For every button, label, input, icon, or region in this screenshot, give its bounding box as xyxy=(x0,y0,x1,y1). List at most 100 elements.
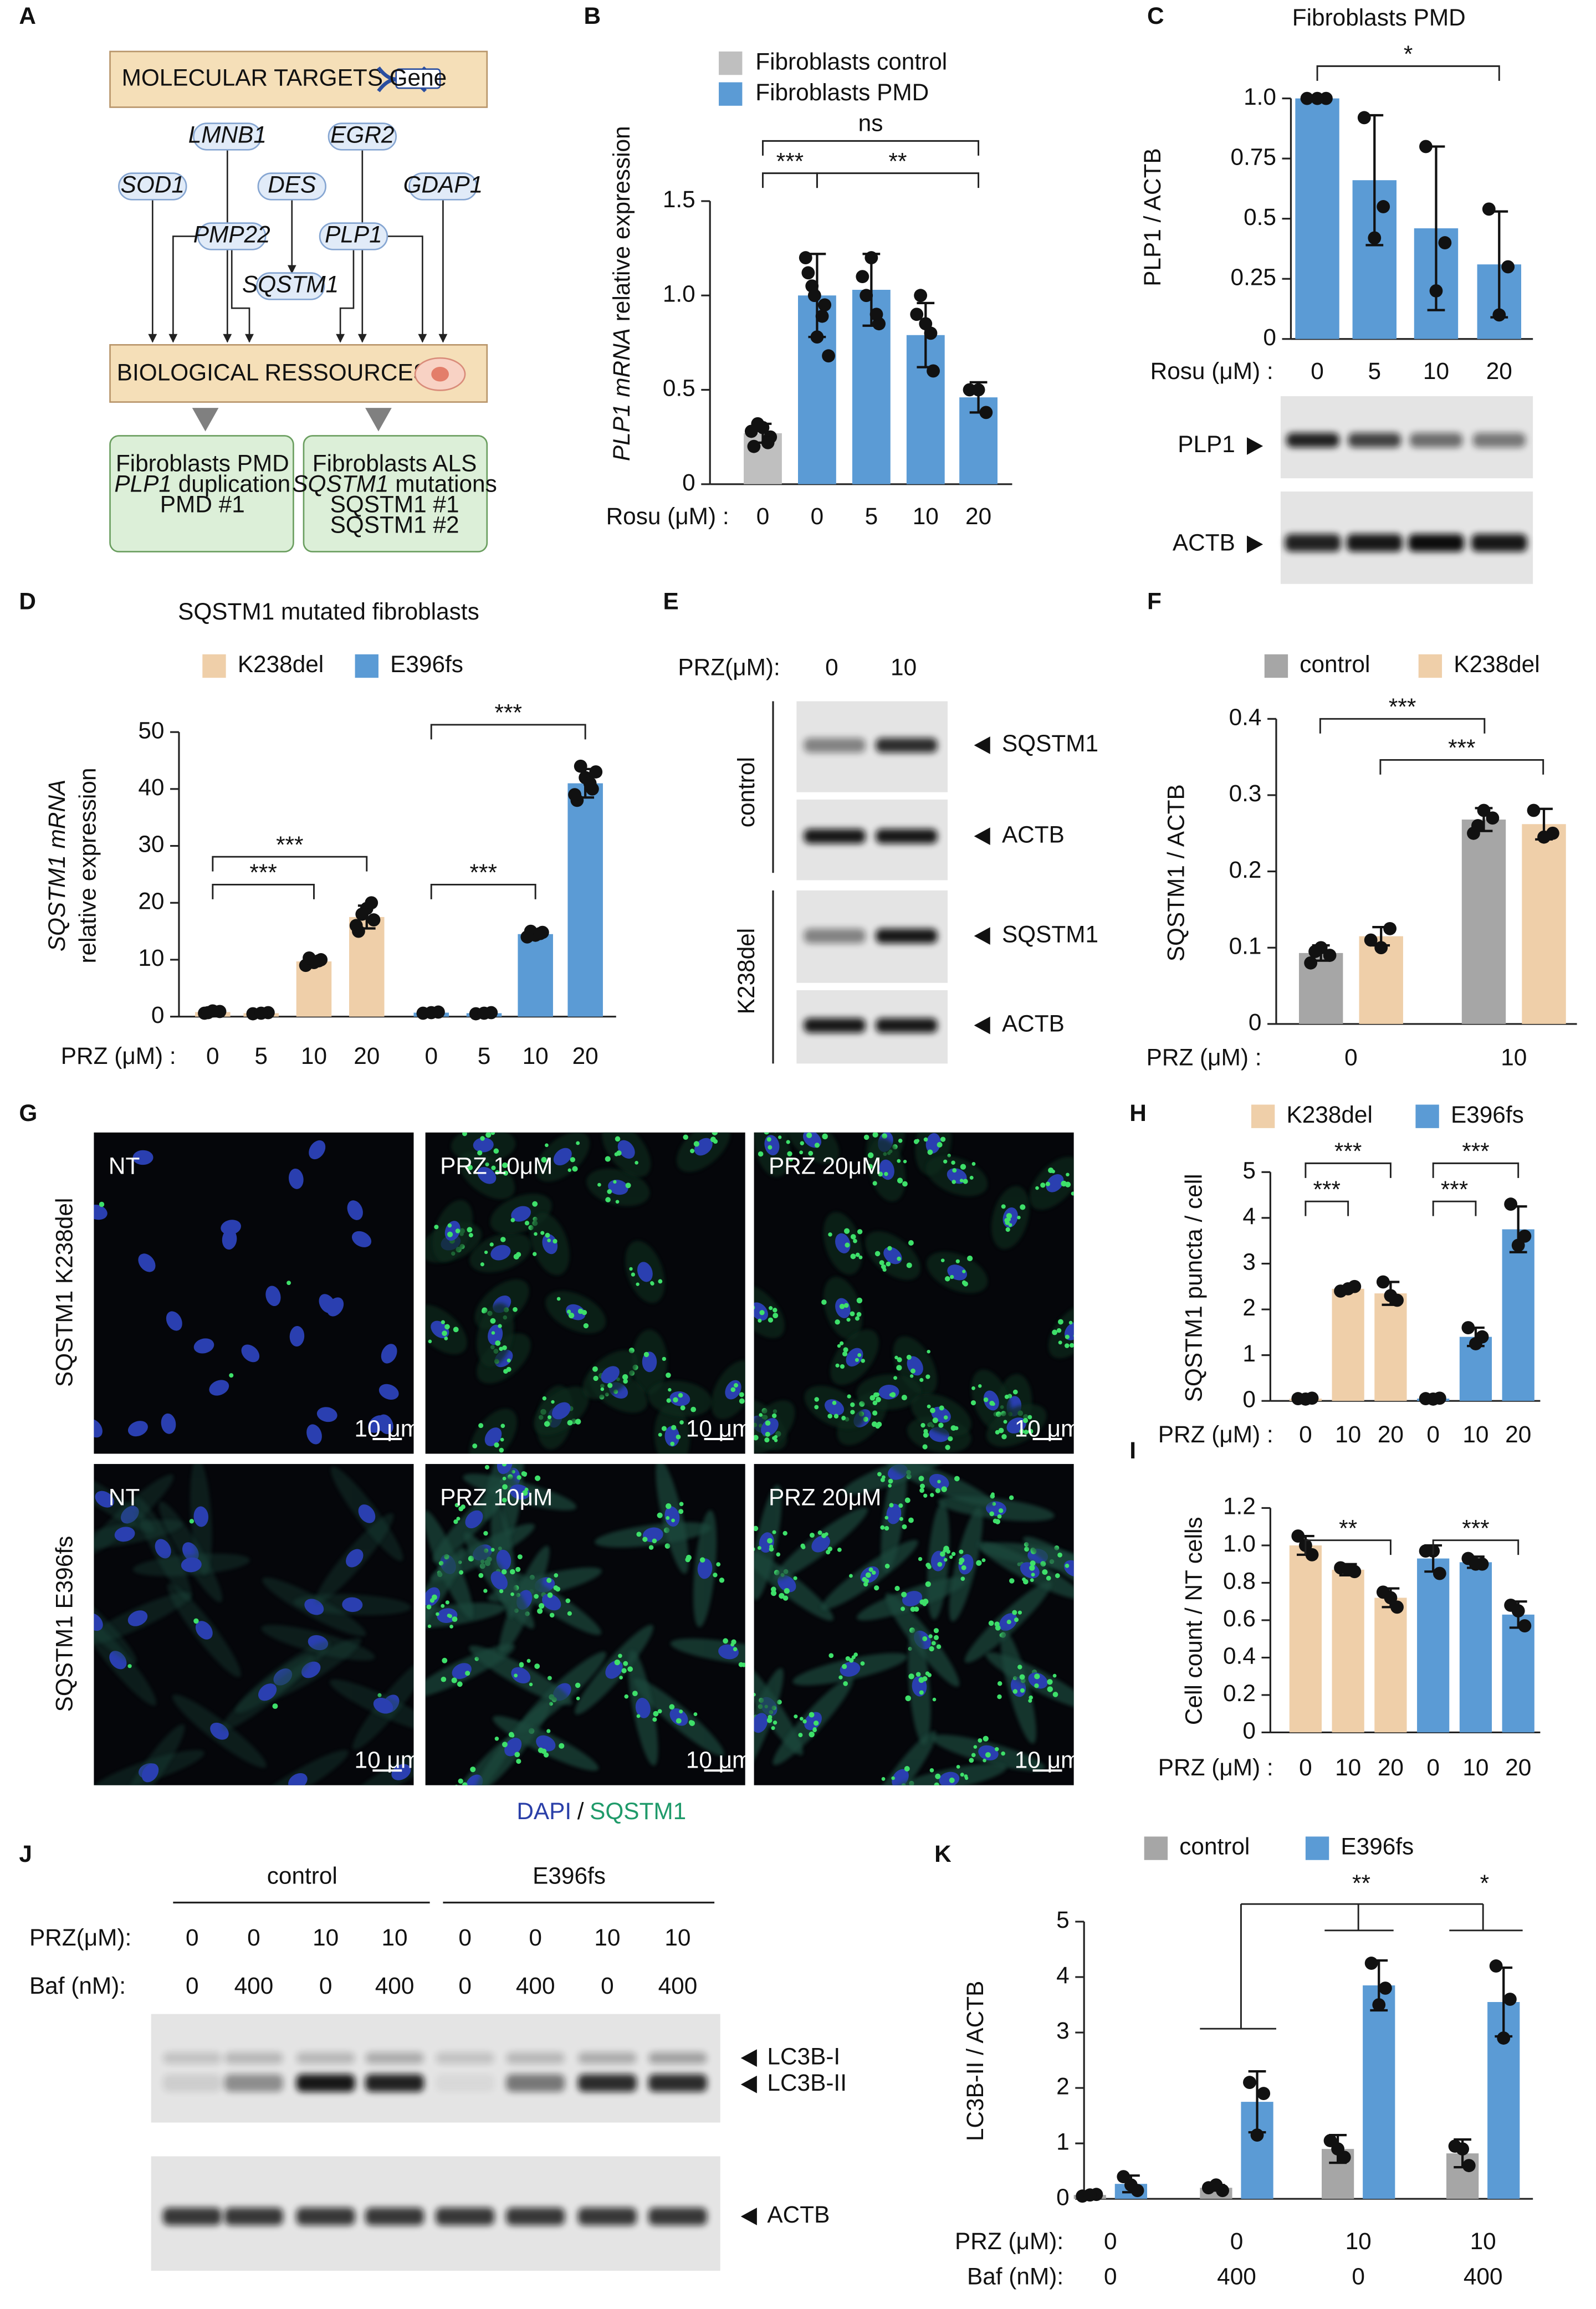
puncta xyxy=(501,1569,507,1575)
puncta xyxy=(899,1458,904,1463)
nucleus xyxy=(637,1262,653,1282)
puncta xyxy=(678,1392,683,1398)
x-tick-label: 0 xyxy=(1104,2263,1117,2289)
x-tick-label: 0 xyxy=(811,503,824,529)
data-point xyxy=(1419,140,1433,153)
puncta xyxy=(847,1394,851,1399)
data-point xyxy=(1461,1321,1475,1334)
y-tick-label: 0.2 xyxy=(1229,857,1262,883)
puncta xyxy=(943,1415,948,1420)
y-tick-label: 0 xyxy=(1242,1386,1256,1412)
y-label-text: Cell count / NT cells xyxy=(1181,1517,1207,1725)
puncta xyxy=(794,1714,798,1719)
puncta xyxy=(874,1585,879,1591)
puncta xyxy=(908,1517,914,1523)
puncta xyxy=(693,1712,698,1717)
puncta xyxy=(856,1297,863,1304)
puncta xyxy=(1045,1181,1050,1186)
micrograph-content xyxy=(754,1458,1093,1785)
blot-band xyxy=(876,1018,938,1033)
puncta xyxy=(636,1532,642,1537)
bar xyxy=(1332,1569,1364,1733)
micrograph-content xyxy=(425,1132,745,1454)
legend-label: K238del xyxy=(1454,651,1539,677)
data-point xyxy=(1486,811,1500,825)
puncta xyxy=(1048,1167,1054,1174)
significance-bracket xyxy=(1305,1162,1392,1178)
output-text: duplication xyxy=(178,471,290,497)
puncta xyxy=(614,1659,621,1666)
puncta xyxy=(509,1453,514,1458)
puncta xyxy=(1057,1552,1062,1558)
data-point xyxy=(761,436,775,449)
puncta xyxy=(462,1782,468,1785)
blot-band xyxy=(436,2074,495,2092)
puncta xyxy=(971,1386,975,1390)
gene-node xyxy=(257,172,326,201)
puncta xyxy=(943,1159,948,1164)
puncta xyxy=(1055,1573,1060,1578)
puncta xyxy=(652,1717,657,1722)
significance-bracket xyxy=(1305,1539,1392,1555)
y-label: PLP1 mRNA relative expression xyxy=(608,126,635,461)
puncta xyxy=(458,1778,463,1784)
legend-swatch xyxy=(1251,1104,1275,1128)
puncta xyxy=(983,1735,989,1742)
puncta xyxy=(884,1171,888,1176)
nucleus xyxy=(983,1390,999,1411)
y-tick-label: 5 xyxy=(1242,1157,1256,1183)
puncta xyxy=(995,1519,1000,1524)
puncta xyxy=(643,1351,649,1358)
puncta xyxy=(1065,1563,1070,1568)
puncta xyxy=(882,1133,887,1139)
blot-band xyxy=(506,2208,565,2225)
puncta xyxy=(922,1601,927,1606)
puncta xyxy=(768,1317,774,1323)
puncta xyxy=(636,1282,640,1286)
puncta xyxy=(669,1704,675,1710)
puncta xyxy=(1088,1560,1093,1565)
x-tick-label: 20 xyxy=(965,503,991,529)
puncta xyxy=(544,1421,550,1427)
puncta xyxy=(850,1402,855,1407)
nucleus xyxy=(825,1399,845,1416)
gene-label: SQSTM1 xyxy=(242,272,339,298)
puncta xyxy=(754,1547,755,1552)
puncta xyxy=(490,1318,496,1324)
puncta xyxy=(903,1159,907,1164)
puncta xyxy=(906,1354,912,1360)
puncta xyxy=(532,1252,537,1256)
nucleus xyxy=(241,1344,260,1363)
connector xyxy=(168,235,200,343)
puncta xyxy=(462,1132,467,1136)
nucleus xyxy=(391,1764,411,1780)
puncta xyxy=(769,1306,773,1310)
puncta xyxy=(1024,1547,1030,1552)
significance-bracket xyxy=(1432,1200,1477,1216)
connector xyxy=(231,249,254,343)
puncta xyxy=(889,1393,893,1397)
legend-label: E396fs xyxy=(1341,1834,1414,1860)
puncta xyxy=(930,1407,935,1414)
puncta xyxy=(472,1443,478,1448)
legend-swatch xyxy=(1415,1104,1439,1128)
puncta xyxy=(874,1251,881,1257)
data-point xyxy=(1384,1289,1398,1303)
data-point xyxy=(1456,2142,1470,2156)
y-label-text: SQSTM1 puncta / cell xyxy=(1181,1174,1207,1402)
puncta xyxy=(627,1666,633,1672)
y-tick-label: 4 xyxy=(1056,1962,1070,1988)
puncta xyxy=(521,1471,526,1476)
x-tick-label: 20 xyxy=(1378,1421,1404,1447)
scale-bar-label: 10 μm xyxy=(1015,1747,1081,1773)
puncta xyxy=(884,1563,890,1569)
puncta xyxy=(480,1136,485,1141)
y-label-text: LC3B-II / ACTB xyxy=(962,1981,988,2141)
data-point xyxy=(1537,830,1551,844)
puncta xyxy=(583,1323,589,1329)
puncta xyxy=(483,1589,488,1593)
row-label: PRZ(μM): xyxy=(29,1924,131,1950)
puncta xyxy=(506,1366,511,1372)
puncta xyxy=(951,1160,955,1165)
nucleus xyxy=(367,1415,386,1433)
